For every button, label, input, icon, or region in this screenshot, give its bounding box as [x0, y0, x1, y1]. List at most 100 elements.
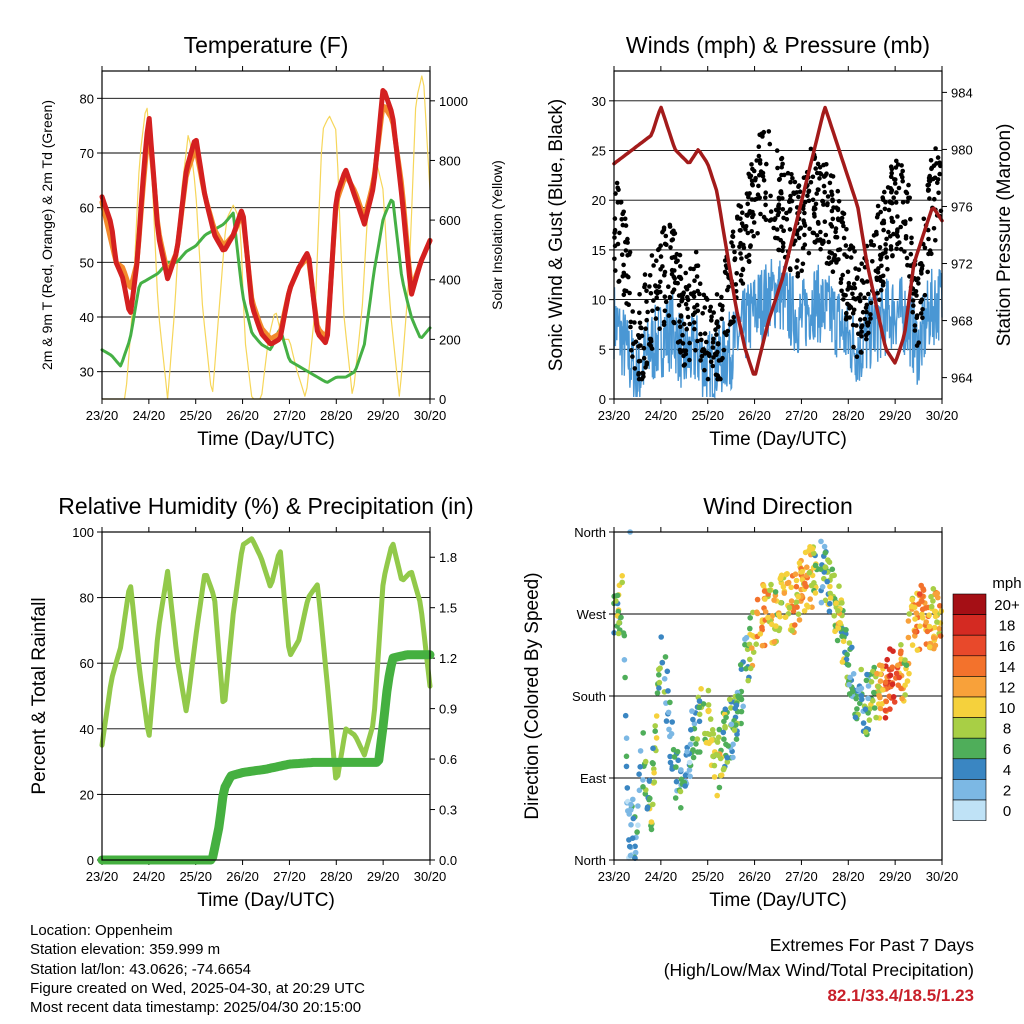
gust-point	[619, 217, 624, 222]
colorbar-label: 18	[999, 618, 1016, 635]
gust-point	[859, 329, 864, 335]
direction-point	[722, 706, 729, 712]
direction-point	[677, 788, 684, 795]
direction-point	[859, 696, 865, 703]
gust-point	[738, 251, 743, 256]
direction-point	[898, 642, 904, 648]
extremes-subtitle: (High/Low/Max Wind/Total Precipitation)	[663, 960, 974, 980]
colorbar-label: 12	[999, 679, 1016, 696]
direction-point	[866, 717, 873, 723]
gust-point	[839, 288, 844, 294]
gust-point	[756, 183, 761, 189]
direction-point	[804, 564, 810, 570]
gust-point	[918, 311, 924, 316]
colorbar-swatch	[952, 614, 987, 636]
gust-point	[644, 360, 650, 366]
gust-point	[731, 315, 736, 320]
gust-point	[747, 174, 753, 180]
direction-point	[771, 639, 778, 645]
gust-point	[751, 220, 757, 225]
direction-point	[753, 641, 759, 647]
direction-point	[726, 696, 733, 703]
gust-point	[898, 224, 903, 230]
direction-point	[696, 711, 703, 718]
gust-point	[840, 210, 845, 216]
direction-point	[707, 716, 714, 722]
gust-point	[660, 229, 665, 235]
gust-point	[870, 259, 875, 264]
gust-point	[925, 182, 930, 188]
direction-point	[622, 712, 629, 719]
direction-point	[822, 564, 829, 570]
direction-point	[636, 771, 642, 777]
direction-point	[909, 596, 915, 603]
plot-border	[101, 70, 431, 400]
direction-point	[808, 582, 815, 589]
gust-point	[866, 330, 871, 336]
gust-point	[725, 287, 730, 293]
gust-point	[920, 307, 925, 312]
gust-point	[763, 202, 768, 208]
gust-point	[824, 260, 830, 266]
dewpoint-line	[100, 198, 432, 384]
colorbar-swatch	[952, 799, 987, 821]
direction-point	[822, 597, 829, 604]
x-axis-label: Time (Day/UTC)	[197, 890, 335, 911]
gust-point	[878, 278, 883, 284]
gust-point	[927, 196, 932, 201]
direction-point	[626, 843, 633, 850]
x-tick-label: 24/20	[645, 408, 678, 423]
gust-point	[894, 158, 899, 164]
gust-point	[813, 201, 819, 207]
x-tick-label: 30/20	[926, 869, 959, 884]
direction-point	[714, 739, 721, 745]
direction-point	[792, 571, 799, 577]
gust-point	[935, 155, 941, 160]
direction-point	[873, 714, 879, 721]
gust-point	[644, 288, 649, 294]
gust-point	[695, 263, 701, 269]
direction-point	[886, 693, 893, 700]
direction-point	[693, 741, 699, 747]
gust-point	[864, 336, 869, 342]
gust-point	[919, 266, 925, 272]
direction-point	[860, 720, 867, 726]
gust-point	[779, 155, 785, 161]
direction-point	[664, 668, 671, 675]
gust-point	[710, 340, 716, 345]
gust-point	[926, 178, 932, 184]
direction-point	[730, 754, 736, 761]
direction-point	[827, 583, 833, 590]
gust-point	[730, 229, 736, 235]
humidity-line	[99, 536, 433, 781]
colorbar-label: 4	[1003, 762, 1011, 779]
direction-point	[887, 646, 893, 652]
direction-point	[818, 538, 824, 545]
gust-point	[818, 171, 824, 177]
y-tick-label: 80	[80, 91, 94, 106]
direction-point	[793, 599, 800, 605]
gust-point	[835, 188, 841, 194]
x-tick-label: 25/20	[691, 408, 724, 423]
gust-point	[874, 232, 879, 237]
gust-point	[732, 256, 738, 261]
gust-point	[706, 351, 712, 357]
direction-point	[689, 708, 695, 714]
y-axis-label: Percent & Total Rainfall	[29, 597, 50, 794]
gust-point	[812, 214, 817, 219]
x-tick-label: 27/20	[273, 869, 306, 884]
direction-point	[926, 623, 933, 630]
direction-point	[865, 683, 872, 689]
x-tick-label: 23/20	[86, 408, 119, 423]
gust-point	[929, 251, 934, 257]
gust-point	[666, 313, 672, 318]
gust-point	[889, 170, 894, 176]
gust-point	[722, 258, 728, 263]
gust-point	[859, 334, 864, 339]
direction-point	[912, 633, 918, 639]
direction-point	[883, 698, 890, 705]
gust-point	[878, 287, 884, 293]
extremes-title: Extremes For Past 7 Days	[769, 935, 974, 955]
direction-point	[686, 767, 693, 773]
direction-point	[673, 778, 680, 785]
